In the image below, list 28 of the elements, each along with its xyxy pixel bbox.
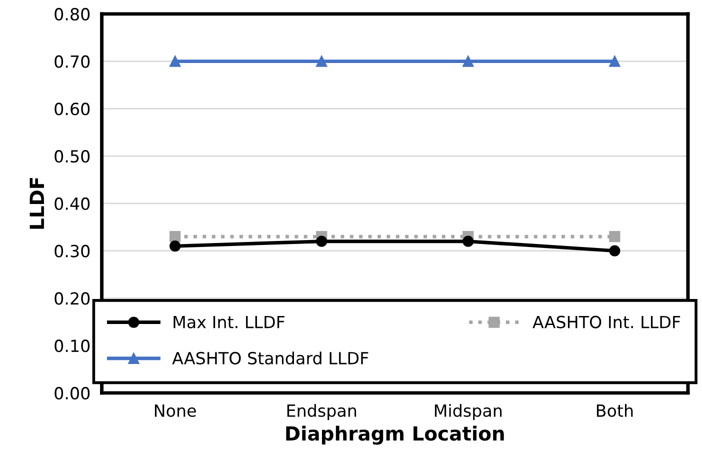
y-tick-label: 0.70 xyxy=(54,55,90,68)
x-axis-title: Diaphragm Location xyxy=(286,426,504,445)
y-tick-label: 0.50 xyxy=(54,150,90,163)
y-tick-label: 0.30 xyxy=(54,244,90,258)
x-tick-label: Endspan xyxy=(287,404,356,420)
point xyxy=(609,245,620,256)
legend-label: Max Int. LLDF xyxy=(174,316,284,328)
point xyxy=(170,240,181,252)
point xyxy=(609,231,620,242)
y-axis-title: LLDF xyxy=(30,178,44,229)
x-tick-label: None xyxy=(154,404,196,417)
point xyxy=(170,56,181,67)
point xyxy=(462,56,474,67)
y-tick-label: 0.20 xyxy=(54,292,90,305)
legend-label: AASHTO Int. LLDF xyxy=(532,316,680,328)
x-tick-label: Both xyxy=(596,404,633,417)
point xyxy=(609,56,620,67)
point xyxy=(462,236,474,247)
point xyxy=(170,231,181,242)
y-tick-label: 0.60 xyxy=(54,102,90,116)
legend-label: AASHTO Standard LLDF xyxy=(172,352,368,364)
y-tick-label: 0.10 xyxy=(54,340,90,352)
y-tick-label: 0.80 xyxy=(54,8,90,21)
y-tick-label: 0.00 xyxy=(54,386,90,400)
y-tick-label: 0.40 xyxy=(54,197,90,210)
point xyxy=(316,236,328,247)
point xyxy=(316,56,328,67)
x-tick-label: Midspan xyxy=(434,404,502,420)
